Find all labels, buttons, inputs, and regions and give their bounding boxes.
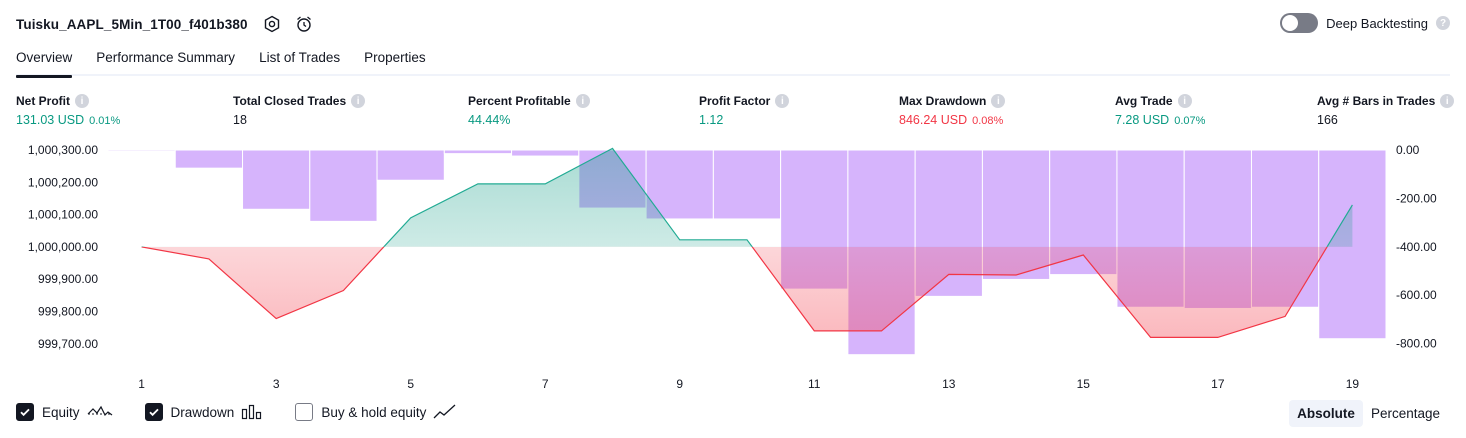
drawdown-bar[interactable]	[376, 149, 445, 181]
left-axis-tick-label: 999,800.00	[38, 305, 98, 319]
info-icon[interactable]: i	[991, 94, 1006, 108]
x-axis-tick-label: 13	[942, 377, 956, 391]
tab-performance-summary[interactable]: Performance Summary	[96, 50, 236, 65]
left-axis-tick-label: 999,700.00	[38, 337, 98, 351]
strategy-title: Tuisku_AAPL_5Min_1T00_f401b380	[16, 16, 248, 32]
x-axis-tick-label: 5	[407, 377, 414, 391]
percentage-button[interactable]: Percentage	[1370, 406, 1440, 421]
info-icon[interactable]: i	[775, 94, 790, 108]
legend-drawdown[interactable]: Drawdown	[144, 403, 264, 421]
equity-drawdown-chart[interactable]: 1,000,300.00 1,000,200.00 1,000,100.00 1,00…	[0, 138, 1466, 396]
stat-max-drawdown: Max Drawdown i 846.24 USD 0.08%	[899, 94, 1006, 127]
buy-hold-icon	[433, 404, 457, 420]
drawdown-bar[interactable]	[443, 149, 513, 155]
stat-avg-trade: Avg Trade i 7.28 USD 0.07%	[1115, 94, 1205, 127]
legend-label: Drawdown	[170, 404, 235, 420]
stat-avg-bars-in-trades: Avg # Bars in Trades i 166	[1317, 94, 1455, 127]
stat-net-profit: Net Profit i 131.03 USD 0.01%	[16, 94, 120, 127]
stat-label: Net Profit	[16, 94, 70, 108]
left-axis-tick-label: 1,000,000.00	[28, 240, 98, 254]
stats-row: Net Profit i 131.03 USD 0.01% Total Closed…	[0, 94, 1466, 134]
left-axis-tick-label: 999,900.00	[38, 272, 98, 286]
settings-icon[interactable]	[262, 14, 282, 34]
stat-value: 18	[233, 113, 247, 127]
x-axis-tick-label: 19	[1346, 377, 1360, 391]
legend-equity[interactable]: Equity	[16, 403, 113, 421]
equity-loss-area	[141, 246, 1328, 338]
right-axis-tick-label: -800.00	[1396, 337, 1437, 351]
right-axis-tick-label: -200.00	[1396, 191, 1437, 205]
tab-overview[interactable]: Overview	[16, 46, 73, 78]
stat-label: Avg # Bars in Trades	[1317, 94, 1436, 108]
stat-total-closed-trades: Total Closed Trades i 18	[233, 94, 366, 127]
absolute-button[interactable]: Absolute	[1289, 400, 1363, 427]
scale-mode-switch: Absolute Percentage	[1289, 400, 1448, 427]
left-axis-tick-label: 1,000,200.00	[28, 175, 98, 189]
drawdown-bar[interactable]	[174, 149, 244, 169]
drawdown-bar[interactable]	[511, 149, 580, 157]
info-icon[interactable]: i	[75, 94, 89, 108]
equity-icon	[87, 404, 113, 420]
drawdown-bar[interactable]	[242, 149, 311, 210]
help-icon[interactable]: ?	[1436, 16, 1450, 30]
strategy-title-bar: Tuisku_AAPL_5Min_1T00_f401b380	[16, 14, 314, 34]
x-axis-tick-label: 3	[273, 377, 280, 391]
stat-profit-factor: Profit Factor i 1.12	[699, 94, 790, 127]
stat-value: 166	[1317, 113, 1338, 127]
report-tabs: Overview Performance Summary List of Tra…	[16, 46, 1450, 78]
stat-value: 846.24 USD	[899, 113, 968, 127]
stat-label: Avg Trade	[1115, 94, 1173, 108]
stat-label: Percent Profitable	[468, 94, 571, 108]
checkbox-checked-icon[interactable]	[16, 403, 34, 421]
stat-value: 1.12	[699, 113, 724, 127]
deep-backtesting-control: Deep Backtesting ?	[1280, 13, 1450, 33]
equity-profit-area	[141, 148, 1353, 247]
equity-line-loss[interactable]	[141, 148, 1353, 338]
stat-value: 7.28 USD	[1115, 113, 1170, 127]
right-axis-tick-label: 0.00	[1396, 143, 1420, 157]
info-icon[interactable]: i	[1440, 94, 1455, 108]
drawdown-bar[interactable]	[712, 149, 782, 220]
stat-percent: 0.08%	[972, 115, 1004, 127]
tab-list-of-trades[interactable]: List of Trades	[259, 50, 341, 65]
legend-label: Buy & hold equity	[321, 404, 427, 420]
left-axis-tick-label: 1,000,300.00	[28, 143, 98, 157]
deep-backtesting-label: Deep Backtesting	[1326, 15, 1428, 31]
tab-properties[interactable]: Properties	[364, 50, 426, 65]
drawdown-icon	[241, 404, 263, 420]
checkbox-unchecked-icon[interactable]	[295, 403, 314, 421]
info-icon[interactable]: i	[1177, 94, 1192, 108]
drawdown-bar[interactable]	[309, 149, 378, 222]
right-axis-tick-label: -400.00	[1396, 240, 1437, 254]
alarm-clock-icon[interactable]	[294, 14, 314, 34]
x-axis-tick-label: 17	[1211, 377, 1225, 391]
x-axis-tick-label: 15	[1077, 377, 1091, 391]
stat-percent: 0.07%	[1174, 115, 1206, 127]
drawdown-bar[interactable]	[645, 149, 714, 220]
stat-label: Total Closed Trades	[233, 94, 347, 108]
x-axis-tick-label: 9	[676, 377, 683, 391]
stat-percent: 0.01%	[89, 115, 121, 127]
info-icon[interactable]: i	[351, 94, 366, 108]
deep-backtesting-toggle[interactable]	[1280, 13, 1319, 33]
x-axis-tick-label: 11	[808, 377, 821, 391]
x-axis-tick-label: 7	[542, 377, 549, 391]
left-axis-tick-label: 1,000,100.00	[28, 208, 98, 222]
equity-line-profit[interactable]	[141, 147, 1353, 337]
drawdown-bar[interactable]	[107, 149, 176, 152]
chart-legend: Equity Drawdown Buy & hold equity	[16, 403, 489, 421]
right-axis-tick-label: -600.00	[1396, 288, 1437, 302]
stat-label: Profit Factor	[699, 94, 771, 108]
checkbox-checked-icon[interactable]	[144, 403, 163, 421]
info-icon[interactable]: i	[575, 94, 590, 108]
stat-label: Max Drawdown	[899, 94, 987, 108]
legend-label: Equity	[42, 404, 80, 420]
stat-percent-profitable: Percent Profitable i 44.44%	[468, 94, 590, 127]
x-axis-tick-label: 1	[138, 377, 145, 391]
legend-buy-hold-equity[interactable]: Buy & hold equity	[295, 403, 457, 421]
stat-value: 44.44%	[468, 113, 511, 127]
stat-value: 131.03 USD	[16, 113, 85, 127]
